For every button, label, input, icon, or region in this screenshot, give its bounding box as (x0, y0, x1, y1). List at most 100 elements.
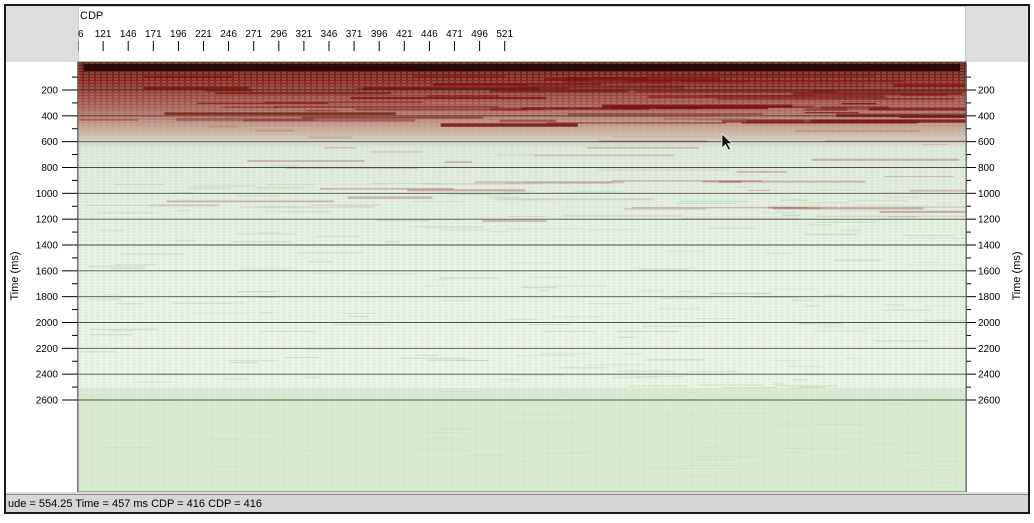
noise-streak (333, 324, 391, 326)
strong-reflector (821, 106, 890, 110)
noise-streak (120, 253, 186, 255)
noise-streak (806, 305, 819, 307)
noise-streak (815, 221, 877, 223)
noise-streak (504, 228, 527, 230)
weak-reflector (773, 207, 924, 210)
noise-streak (638, 268, 690, 270)
noise-streak (528, 324, 570, 326)
noise-streak (509, 262, 552, 264)
noise-streak (874, 340, 929, 342)
weak-reflector (407, 189, 526, 192)
cdp-tick-label: 471 (446, 29, 463, 40)
weak-reflector (239, 206, 375, 208)
strong-reflector (215, 91, 392, 95)
weak-reflector (702, 180, 865, 183)
noise-streak (636, 376, 684, 378)
cdp-tick-label: 271 (245, 29, 262, 40)
noise-streak (372, 182, 441, 184)
strong-reflector (567, 113, 764, 115)
weak-reflector (748, 189, 771, 192)
time-tick-label-right: 1800 (978, 292, 1001, 303)
noise-streak (236, 291, 277, 293)
time-tick-label-left: 400 (41, 111, 58, 122)
noise-streak (506, 319, 538, 321)
noise-streak (135, 381, 173, 383)
status-readout: ude = 554.25 Time = 457 ms CDP = 416 CDP… (8, 498, 262, 510)
noise-streak (490, 231, 509, 233)
noise-streak (915, 262, 939, 264)
weak-reflector (825, 139, 966, 142)
strong-reflector (565, 76, 647, 80)
time-tick-label-right: 400 (978, 111, 995, 122)
weak-reflector (631, 206, 808, 209)
noise-streak (659, 297, 713, 299)
noise-streak (909, 237, 966, 239)
noise-streak (586, 364, 644, 366)
weak-reflector (815, 215, 966, 217)
strong-reflector (197, 102, 329, 105)
strong-reflector (704, 95, 815, 97)
weak-reflector (285, 166, 419, 170)
time-tick-label-left: 1800 (36, 292, 59, 303)
noise-streak (816, 189, 856, 191)
noise-streak (791, 299, 815, 301)
left-axis: Time (ms) 200 400 600 800 1000 1200 1400 1600 180… (6, 62, 78, 492)
noise-streak (231, 241, 291, 243)
noise-streak (799, 202, 850, 204)
noise-streak (529, 276, 568, 278)
noise-streak (687, 370, 738, 372)
cdp-tick-label: 171 (145, 29, 162, 40)
noise-streak (539, 353, 593, 355)
strong-reflector (355, 108, 545, 111)
cdp-tick-label: 396 (371, 29, 388, 40)
seismic-section[interactable] (77, 61, 967, 493)
strong-reflector (647, 73, 875, 77)
noise-streak (676, 202, 737, 204)
noise-streak (573, 191, 624, 193)
time-tick-label-right: 2400 (978, 370, 1001, 381)
noise-streak (115, 263, 157, 265)
noise-streak (113, 183, 166, 185)
noise-streak (342, 312, 377, 314)
left-axis-title: Time (ms) (9, 251, 21, 300)
noise-streak (519, 182, 559, 184)
strong-reflector (526, 83, 602, 86)
noise-streak (515, 228, 584, 230)
noise-streak (538, 290, 550, 292)
noise-streak (907, 264, 966, 266)
noise-streak (349, 316, 369, 318)
noise-streak (808, 224, 833, 226)
strong-reflector (900, 93, 948, 96)
time-tick-label-right: 800 (978, 163, 995, 174)
noise-streak (588, 229, 637, 231)
noise-streak (259, 296, 277, 298)
noise-streak (668, 250, 706, 252)
seismic-viewer-window: CDP 96 121 146 171 196 221 246 271 296 321 346 371 39… (4, 4, 1030, 514)
noise-streak (765, 252, 792, 254)
cdp-tick-label: 196 (170, 29, 187, 40)
strong-reflector (716, 98, 955, 100)
strong-reflector (79, 119, 139, 121)
seismic-section-view[interactable]: CDP 96 121 146 171 196 221 246 271 296 321 346 371 39… (6, 6, 1028, 493)
noise-streak (258, 232, 281, 234)
time-tick-label-left: 2000 (36, 318, 59, 329)
noise-streak (259, 312, 274, 314)
strong-reflector (643, 85, 867, 88)
strong-reflector (413, 75, 507, 78)
time-tick-label-right: 2200 (978, 344, 1001, 355)
strong-reflector (893, 84, 966, 88)
weak-reflector (209, 125, 238, 128)
cdp-tick-label: 221 (195, 29, 212, 40)
weak-reflector (694, 119, 818, 121)
weak-reflector (308, 136, 352, 139)
noise-streak (358, 291, 381, 293)
noise-streak (187, 187, 232, 189)
weak-reflector (421, 183, 542, 185)
noise-streak (89, 334, 132, 336)
strong-reflector (601, 104, 793, 108)
noise-streak (172, 192, 194, 194)
noise-streak (658, 308, 700, 310)
weak-reflector (663, 117, 749, 120)
weak-reflector (839, 206, 966, 209)
strong-reflector (804, 112, 860, 114)
